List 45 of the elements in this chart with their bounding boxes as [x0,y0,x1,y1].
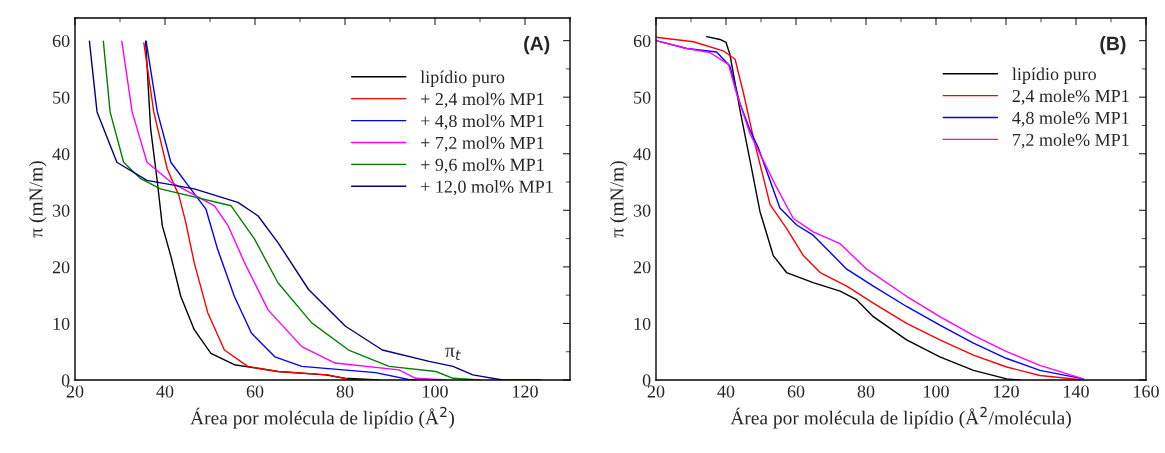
x-tick-label: 120 [994,385,1019,398]
x-tick-label: 160 [1134,385,1159,398]
x-tick-label: 120 [513,385,538,398]
y-tick-label: 60 [633,34,651,48]
y-tick-label: 20 [633,261,651,274]
y-tick-label: 0 [61,374,70,387]
legend-label: + 7,2 mol% MP1 [421,136,544,152]
x-tick-label: 40 [717,385,735,398]
x-tick-label: 140 [1064,385,1089,398]
y-tick-label: 50 [53,91,70,104]
legend-label: + 4,8 mol% MP1 [421,114,544,130]
x-tick-label: 100 [423,385,448,398]
legend-label: lipídio puro [1012,67,1096,84]
y-axis-title: π (mN/m) [28,161,47,238]
legend-label: 4,8 mole% MP1 [1012,111,1129,127]
x-tick-label: 20 [647,385,665,398]
y-tick-label: 40 [633,148,651,161]
legend-label: 7,2 mole% MP1 [1013,133,1129,149]
x-tick-label: 40 [156,385,174,398]
x-tick-label: 100 [924,385,949,398]
x-tick-label: 20 [66,385,84,398]
y-tick-label: 30 [52,204,70,217]
y-tick-label: 0 [642,374,651,387]
y-tick-label: 10 [634,317,651,330]
legend-label: lipídio puro [420,70,505,87]
annotation: (A) [524,36,550,55]
y-tick-label: 30 [633,204,651,217]
x-tick-label: 60 [787,385,805,398]
y-tick-label: 40 [52,148,70,161]
y-tick-label: 10 [53,317,70,330]
legend-label: + 9,6 mol% MP1 [421,158,544,174]
y-tick-label: 20 [52,261,70,274]
x-tick-label: 80 [336,385,354,398]
legend-label: + 2,4 mol% MP1 [421,92,544,108]
y-tick-label: 60 [52,34,70,48]
y-axis-title: π (mN/m) [609,161,628,238]
x-tick-label: 60 [246,385,264,398]
x-axis-title: Área por molécula de lipídio (Å$^{2}$) [190,406,454,429]
x-axis-title: Área por molécula de lipídio (Å$^{2}$/molécula) [730,406,1071,429]
annotation: (B) [1100,36,1126,55]
legend-label: + 12,0 mol% MP1 [421,180,553,196]
y-tick-label: 50 [634,91,651,104]
annotation: π$_{t}$ [445,347,461,360]
legend-label: 2,4 mole% MP1 [1012,89,1129,105]
x-tick-label: 80 [857,385,875,398]
